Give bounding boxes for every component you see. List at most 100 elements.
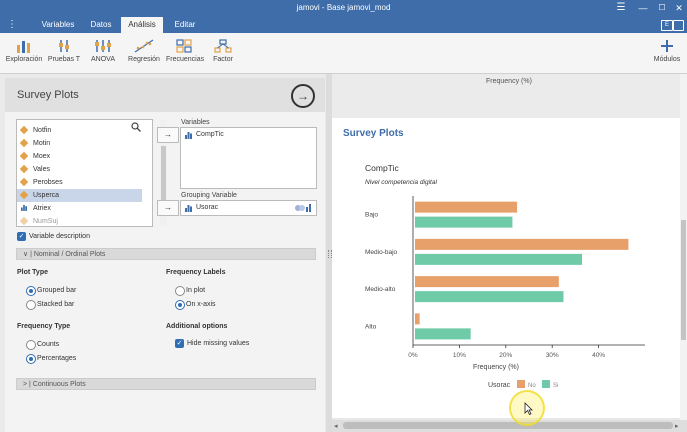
close-icon[interactable]: ✕ (675, 3, 683, 13)
list-item-atriex[interactable]: Atriex (17, 202, 142, 215)
legend-swatch-si (542, 380, 550, 388)
in-plot-label: In plot (186, 287, 206, 294)
variable-description-label: Variable description (29, 233, 90, 240)
menu-icon[interactable]: ☰ (616, 2, 626, 13)
list-item-label: Atriex (33, 205, 51, 212)
nominal-variable-icon (19, 151, 29, 161)
in-plot-radio[interactable] (175, 286, 185, 296)
drag-handle-icon (328, 250, 332, 258)
go-to-results-button[interactable]: → (291, 84, 315, 108)
bar-si-medio-alto (415, 291, 564, 303)
previous-axis-label: Frequency (%) (486, 78, 532, 85)
list-item-numsuj[interactable]: NumSuj (17, 215, 142, 228)
variable-list[interactable]: Notfin Motin Moex Vales Perobses Usperca… (16, 119, 167, 228)
window-title: jamovi - Base jamovi_mod (296, 3, 391, 12)
modules-label: Módulos (653, 56, 681, 63)
t-test-icon (59, 40, 69, 52)
legend-label-si: Si (553, 383, 558, 389)
minimize-icon[interactable]: — (638, 3, 648, 13)
counts-radio[interactable] (26, 340, 36, 350)
category-label: Medio-bajo (365, 249, 398, 256)
frequencies-button[interactable]: Frecuencias (166, 39, 204, 73)
bar-no-medio-alto (415, 276, 559, 288)
list-item-label: Perobses (33, 179, 63, 186)
list-item-perobses[interactable]: Perobses (17, 176, 142, 189)
move-to-grouping-button[interactable]: → (157, 200, 179, 216)
list-item-label: Motin (33, 140, 51, 147)
x-tick-label: 30% (546, 352, 559, 359)
bar-si-alto (415, 328, 471, 340)
grouping-variable-field[interactable]: Usorac (180, 200, 317, 216)
mouse-pointer-icon (524, 402, 533, 417)
list-item-vales[interactable]: Vales (17, 163, 142, 176)
tab-datos[interactable]: Datos (90, 20, 112, 29)
category-label: Bajo (365, 212, 378, 219)
survey-bar-chart: 0% 10% 20% 30% 40% Frequency (%) Bajo Medio-baj… (365, 196, 645, 389)
chevron-right-icon: > | (23, 381, 33, 388)
selected-variable: CompTic (196, 131, 224, 138)
title-bar: jamovi - Base jamovi_mod ☰ — ☐ ✕ (0, 0, 687, 17)
grouped-bar-radio[interactable] (26, 286, 36, 296)
results-toggle-icon[interactable]: E (661, 20, 673, 31)
variables-target-list[interactable]: CompTic (180, 127, 317, 189)
anova-button[interactable]: ANOVA (88, 39, 118, 73)
bar-no-medio-bajo (415, 238, 629, 250)
grouping-variable-value: Usorac (196, 204, 219, 211)
nominal-variable-icon (19, 125, 29, 135)
list-item-label: Notfin (33, 127, 52, 134)
grouped-bar-label: Grouped bar (37, 287, 77, 294)
regression-icon (134, 39, 154, 53)
previous-result-area: Frequency (%) (332, 74, 680, 118)
legend-title: Usorac (488, 382, 511, 389)
regression-button[interactable]: Regresión (126, 39, 162, 73)
x-tick-label: 10% (453, 352, 466, 359)
list-item-notfin[interactable]: Notfin (17, 124, 142, 137)
nominal-variable-icon (19, 138, 29, 148)
continuous-variable-icon (185, 132, 192, 139)
options-header (5, 78, 325, 112)
cursor-highlight (509, 390, 545, 426)
on-x-axis-label: On x-axis (186, 301, 216, 308)
hide-missing-checkbox[interactable]: ✓ (175, 339, 184, 348)
search-icon[interactable] (131, 122, 141, 132)
list-item-motin[interactable]: Motin (17, 137, 142, 150)
on-x-axis-radio[interactable] (175, 300, 185, 310)
percentages-label: Percentages (37, 355, 77, 362)
chart-subtitle: Nivel competencia digital (365, 179, 437, 186)
chevron-down-icon: ∨ | (23, 251, 34, 258)
app-menu-icon[interactable]: ⋮ (7, 19, 17, 30)
variable-list-scroll-thumb[interactable] (161, 146, 166, 200)
modules-button[interactable]: Módulos (650, 39, 684, 73)
move-to-variables-button[interactable]: → (157, 127, 179, 143)
results-horizontal-scroll-thumb[interactable] (343, 422, 673, 429)
scroll-left-icon[interactable]: ◂ (334, 423, 338, 430)
t-tests-label: Pruebas T (47, 56, 81, 63)
x-axis-label: Frequency (%) (473, 364, 519, 371)
panel-divider[interactable] (326, 74, 332, 432)
continuous-section-toggle[interactable]: > | Continuous Plots (16, 378, 316, 390)
maximize-icon[interactable]: ☐ (658, 3, 666, 12)
exploration-button[interactable]: Exploración (4, 39, 44, 73)
stacked-bar-radio[interactable] (26, 300, 36, 310)
nominal-ordinal-section-toggle[interactable]: ∨ | Nominal / Ordinal Plots (16, 248, 316, 260)
tab-bar: ⋮ Variables Datos Análisis Editar E (0, 17, 687, 33)
variable-description-checkbox[interactable]: ✓ (17, 232, 26, 241)
t-tests-button[interactable]: Pruebas T (46, 39, 82, 73)
hide-missing-label: Hide missing values (187, 340, 250, 347)
list-item-label: Vales (33, 166, 50, 173)
factor-icon (214, 39, 232, 53)
additional-options-heading: Additional options (166, 323, 228, 330)
x-tick-label: 20% (499, 352, 512, 359)
list-item-moex[interactable]: Moex (17, 150, 142, 163)
tab-analisis[interactable]: Análisis (121, 17, 163, 33)
percentages-radio[interactable] (26, 354, 36, 364)
tab-variables[interactable]: Variables (41, 20, 75, 29)
list-item-usperca[interactable]: Usperca (17, 189, 142, 202)
layout-toggle-icon[interactable] (673, 20, 684, 31)
results-vertical-scroll-thumb[interactable] (681, 220, 686, 340)
tab-editar[interactable]: Editar (174, 20, 196, 29)
factor-button[interactable]: Factor (208, 39, 238, 73)
grouping-variable-label: Grouping Variable (181, 192, 237, 199)
frequencies-icon (176, 39, 192, 53)
scroll-right-icon[interactable]: ▸ (675, 423, 679, 430)
